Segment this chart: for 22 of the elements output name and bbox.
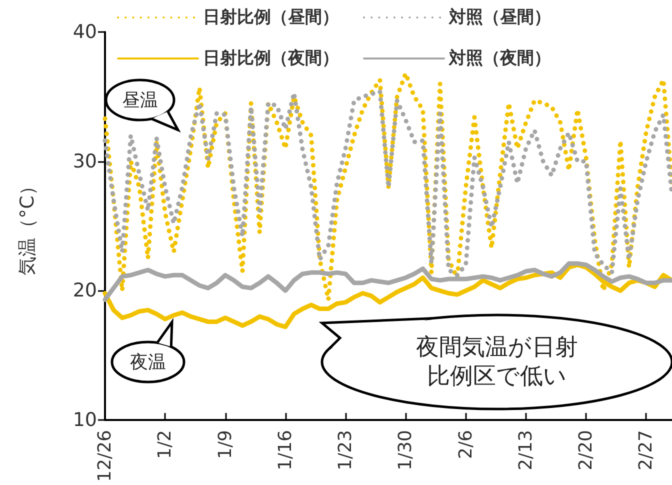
- x-tick-label: 1/30: [395, 430, 416, 470]
- annotation: 夜温: [130, 352, 166, 372]
- x-tick-label: 1/2: [154, 430, 176, 459]
- y-tick-label: 20: [72, 280, 97, 302]
- legend-label: 対照（夜間）: [448, 48, 551, 68]
- x-tick-label: 12/26: [94, 430, 116, 482]
- y-tick-label: 40: [72, 21, 97, 43]
- x-tick-label: 2/13: [515, 430, 536, 470]
- x-tick-label: 2/27: [636, 430, 657, 470]
- y-axis-title: 気温（°C）: [16, 176, 38, 276]
- annotation: 夜間気温が日射比例区で低い: [416, 334, 578, 390]
- legend-label: 日射比例（昼間）: [203, 8, 339, 28]
- x-tick-label: 1/23: [335, 430, 356, 470]
- x-tick-label: 1/16: [274, 430, 296, 470]
- x-tick-label: 2/6: [455, 430, 476, 459]
- annotation: 昼温: [122, 90, 158, 110]
- legend-label: 対照（昼間）: [448, 8, 551, 28]
- x-tick-label: 1/9: [214, 430, 236, 459]
- y-tick-label: 30: [72, 150, 97, 172]
- y-tick-label: 10: [72, 409, 97, 431]
- legend-label: 日射比例（夜間）: [203, 48, 339, 68]
- x-tick-label: 2/20: [576, 430, 597, 470]
